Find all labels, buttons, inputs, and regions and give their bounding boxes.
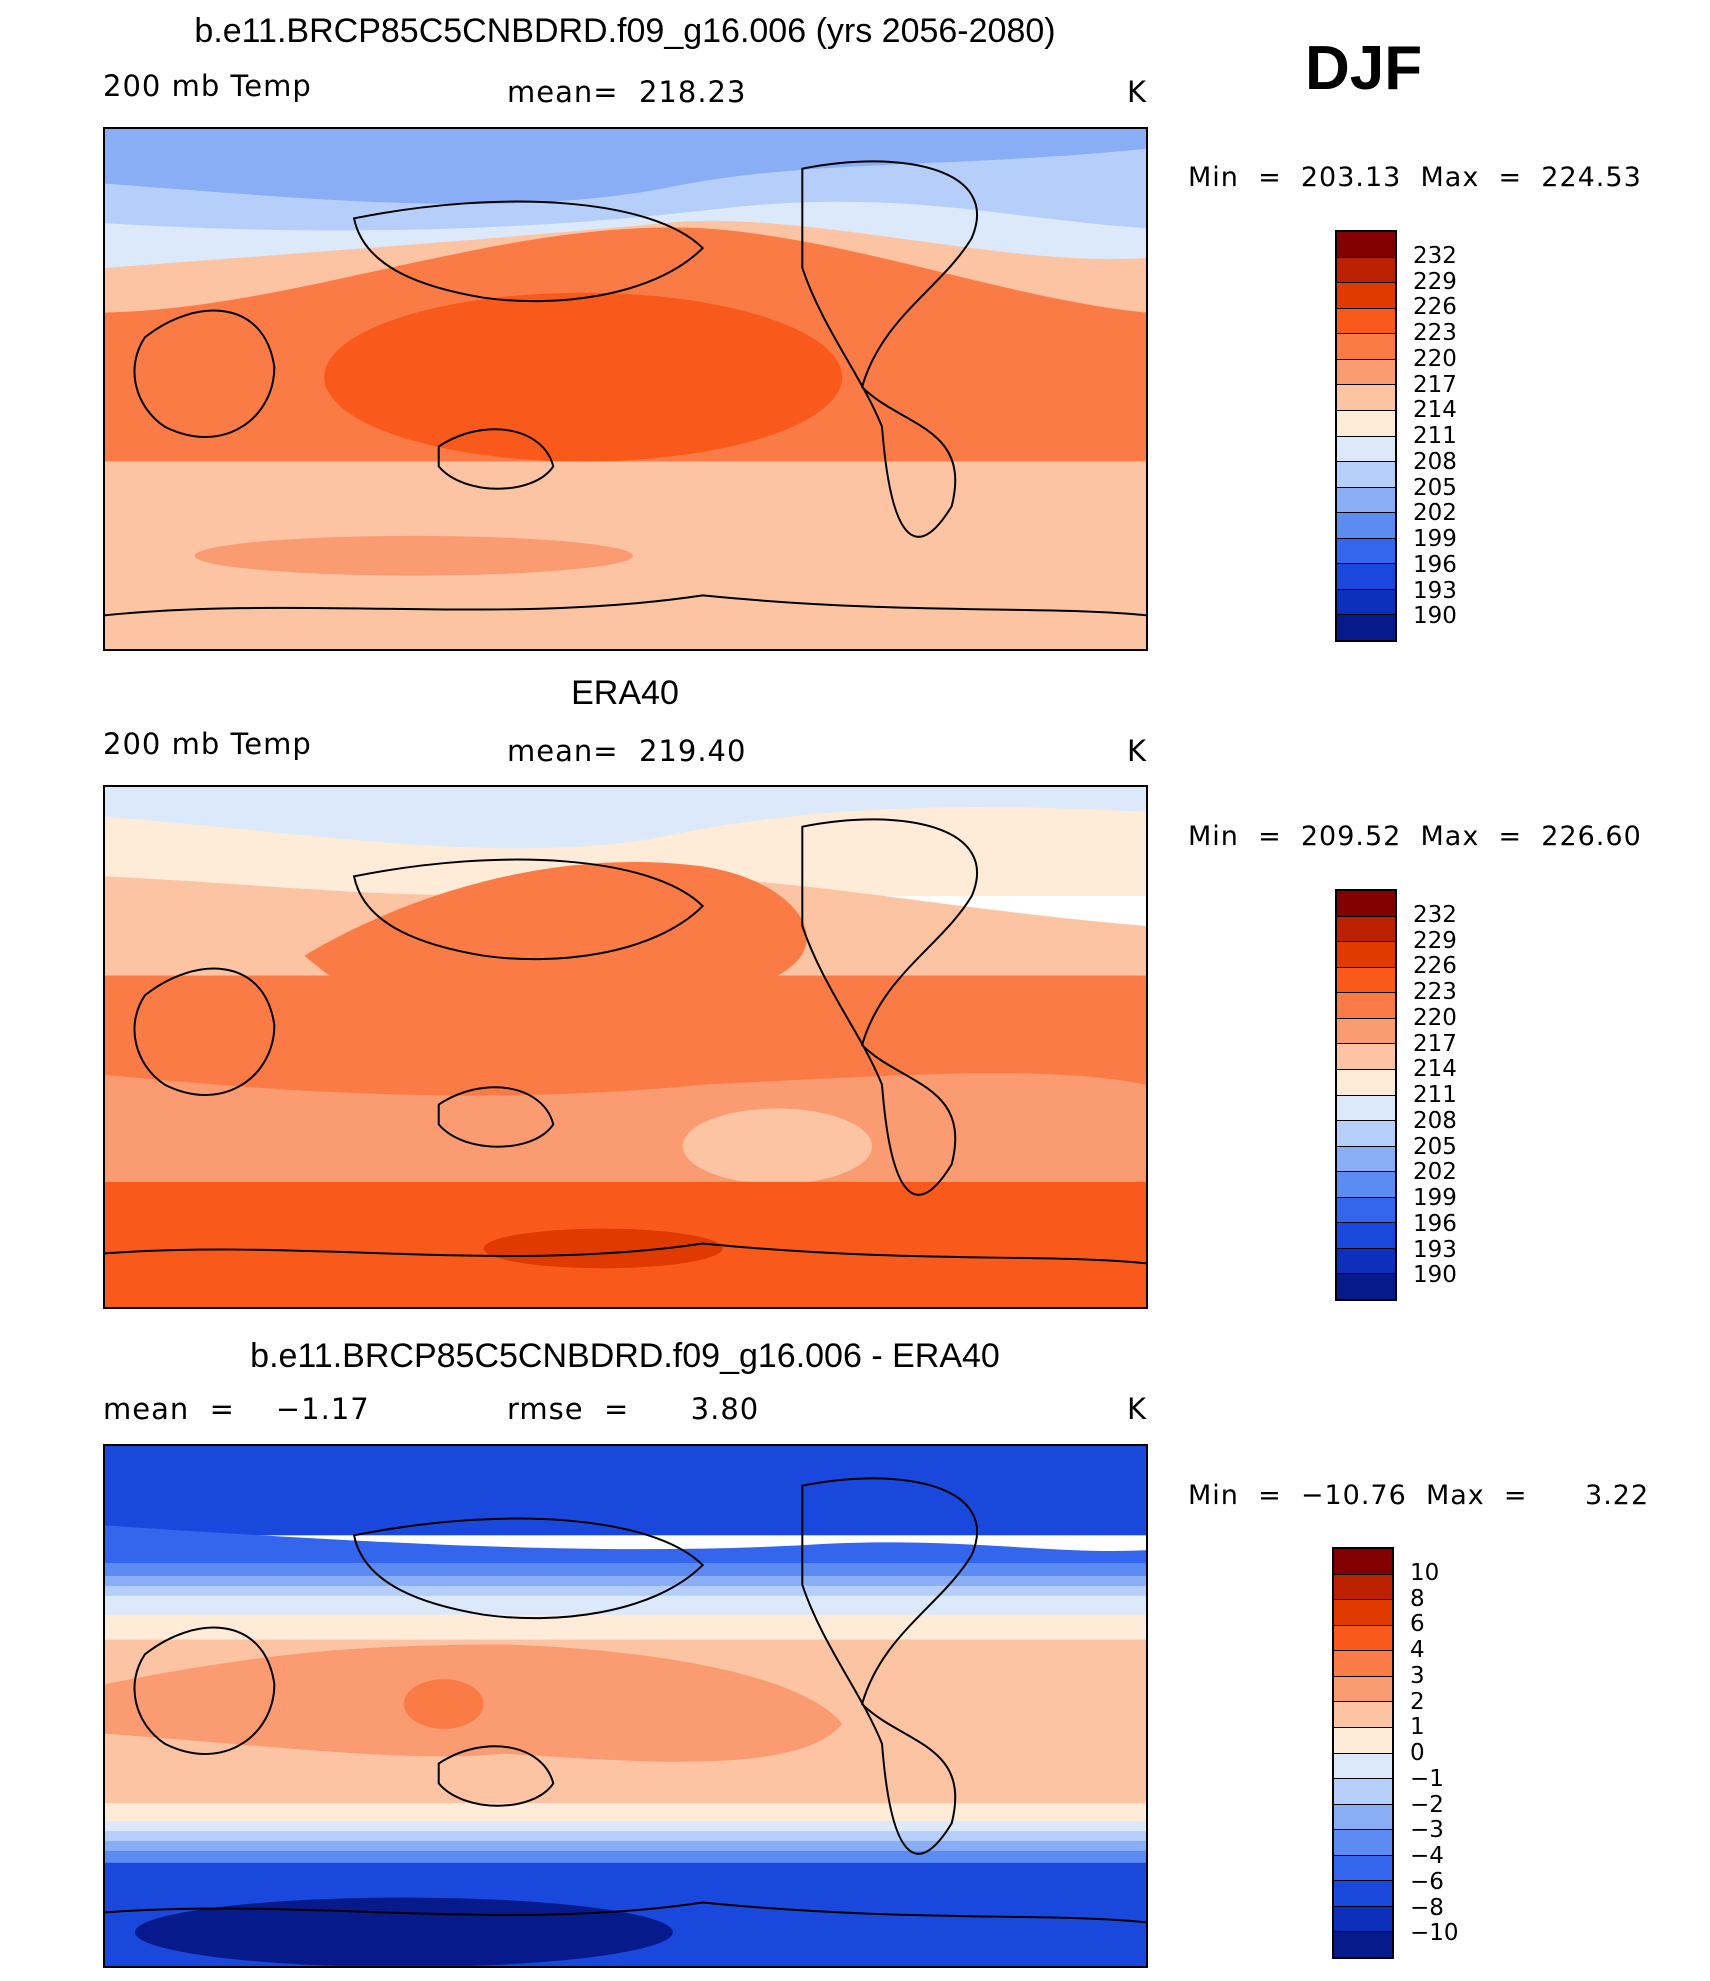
p3-cb-label: 4	[1410, 1637, 1425, 1663]
panel-3-stats: Min = −10.76 Max = 3.22	[1188, 1480, 1650, 1511]
p1-cb-label: 196	[1413, 551, 1457, 578]
panel-1-title: b.e11.BRCP85C5CNBDRD.f09_g16.006 (yrs 20…	[194, 12, 1056, 50]
p1-cb-label: 211	[1413, 423, 1457, 449]
p3-band-s4	[105, 1850, 1146, 1865]
p2-coastlines	[105, 818, 1146, 1265]
p3-cb-label: −8	[1410, 1894, 1444, 1921]
p3-cb-label: −2	[1410, 1791, 1444, 1818]
p3-coastlines	[105, 1477, 1146, 1924]
p3-band-n4	[105, 1576, 1146, 1588]
p3-cb-label: 8	[1410, 1585, 1425, 1612]
p2-cb-label: 202	[1413, 1159, 1457, 1186]
p1-cb-label: 232	[1413, 242, 1457, 269]
p3-band-n3	[105, 1563, 1146, 1578]
p2-cb-label: 214	[1413, 1056, 1457, 1083]
p3-band-polar-n	[105, 1446, 1146, 1536]
p2-cb-label: 229	[1413, 927, 1457, 954]
p2-cb-label: 211	[1413, 1082, 1457, 1108]
p1-cb-label: 223	[1413, 320, 1457, 346]
p3-band-s2	[105, 1831, 1146, 1843]
p3-cb-label: −1	[1410, 1765, 1444, 1792]
p3-cb-label: 2	[1410, 1688, 1425, 1715]
p2-cb-label: 205	[1413, 1133, 1457, 1160]
p2-cb-label: 208	[1413, 1107, 1457, 1134]
p1-cb-label: 226	[1413, 294, 1457, 321]
panel-1-stats: Min = 203.13 Max = 224.53	[1188, 162, 1642, 193]
p3-band-zero-n	[105, 1614, 1146, 1645]
p1-warm-core	[324, 292, 843, 462]
p2-cb-label: 199	[1413, 1185, 1457, 1211]
p2-cb-label: 232	[1413, 901, 1457, 928]
panel-2-map	[103, 785, 1148, 1309]
p3-band-n5	[105, 1585, 1146, 1598]
p1-cb-label: 220	[1413, 345, 1457, 372]
panel-1-variable-label: 200 mb Temp	[103, 69, 312, 103]
panel-3-title: b.e11.BRCP85C5CNBDRD.f09_g16.006 - ERA40	[250, 1337, 1000, 1375]
panel-3-rmse-label: rmse = 3.80	[507, 1392, 760, 1426]
p3-cb-label: −3	[1410, 1817, 1444, 1844]
p1-cb-label: 193	[1413, 577, 1457, 604]
season-label: DJF	[1305, 34, 1423, 103]
p3-cb-label: −6	[1410, 1868, 1444, 1895]
p1-south-blob	[194, 535, 633, 576]
p1-cb-label: 199	[1413, 526, 1457, 552]
panel-2-stats: Min = 209.52 Max = 226.60	[1188, 821, 1642, 852]
panel-2-title: ERA40	[571, 674, 679, 712]
p2-cb-label: 226	[1413, 953, 1457, 980]
p2-cb-label: 193	[1413, 1236, 1457, 1263]
panel-1-mean-label: mean= 218.23	[507, 75, 747, 109]
p2-band-jet	[304, 861, 807, 996]
panel-3-mean-label: mean = −1.17	[103, 1392, 370, 1426]
p3-warm-spot	[403, 1679, 484, 1729]
panel-3-map	[103, 1444, 1148, 1968]
panel-2-colorbar	[1335, 889, 1397, 1301]
p2-cb-label: 190	[1413, 1262, 1457, 1289]
p3-cb-label: 3	[1410, 1662, 1425, 1689]
p2-south-cool	[682, 1108, 873, 1184]
panel-1-colorbar	[1335, 230, 1397, 642]
p2-cb-label: 217	[1413, 1030, 1457, 1057]
p3-cb-label: 1	[1410, 1714, 1425, 1741]
p3-band-s3	[105, 1840, 1146, 1853]
panel-3-units-label: K	[1127, 1392, 1148, 1426]
p1-cb-label: 205	[1413, 474, 1457, 501]
p1-coastlines	[105, 160, 1146, 617]
panel-3-colorbar	[1332, 1547, 1394, 1959]
p2-warm-core-s	[483, 1228, 723, 1269]
panel-2-mean-label: mean= 219.40	[507, 734, 747, 768]
p2-band-south	[105, 1073, 1146, 1184]
p1-cb-label: 208	[1413, 448, 1457, 475]
p1-cb-label: 202	[1413, 500, 1457, 527]
p2-cb-label: 220	[1413, 1004, 1457, 1031]
p2-cb-label: 196	[1413, 1210, 1457, 1237]
p1-cb-label: 190	[1413, 603, 1457, 630]
panel-2-variable-label: 200 mb Temp	[103, 727, 312, 761]
p3-band-zero-s	[105, 1803, 1146, 1826]
p3-cb-label: −4	[1410, 1843, 1444, 1869]
panel-2-units-label: K	[1127, 734, 1148, 768]
p1-cb-label: 214	[1413, 397, 1457, 424]
p1-cb-label: 217	[1413, 371, 1457, 398]
p3-cb-label: 0	[1410, 1740, 1425, 1766]
p3-cb-label: −10	[1410, 1920, 1459, 1947]
p3-band-s1	[105, 1821, 1146, 1834]
p1-band-antarctic	[105, 605, 1146, 649]
p2-cb-label: 223	[1413, 979, 1457, 1005]
p3-cb-label: 10	[1410, 1559, 1440, 1586]
panel-1-map	[103, 127, 1148, 651]
p3-cb-label: 6	[1410, 1611, 1425, 1638]
panel-1-units-label: K	[1127, 75, 1148, 109]
p1-cb-label: 229	[1413, 268, 1457, 295]
